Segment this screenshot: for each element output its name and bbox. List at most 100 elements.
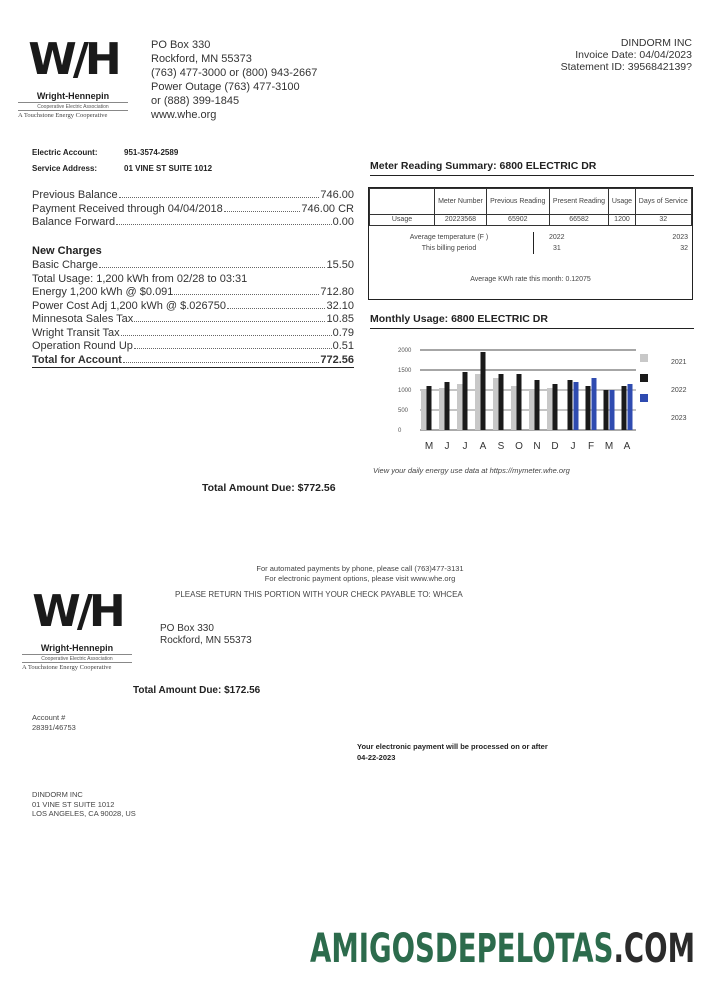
address-line: DINDORM INC: [32, 790, 83, 799]
line-value: 0.51: [332, 340, 354, 352]
logo-sub: Cooperative Electric Association: [22, 654, 132, 663]
company-logo: W/H Wright-Hennepin Cooperative Electric…: [18, 30, 138, 121]
line-label: Energy 1,200 kWh @ $0.091: [32, 286, 174, 298]
legend-swatch: [640, 354, 648, 362]
legend-swatch: [640, 374, 648, 382]
bar-2023: [627, 384, 633, 430]
balance-section: Previous Balance 746.00 Payment Received t…: [32, 189, 354, 230]
dot-leader: [116, 216, 332, 225]
electric-account-value: 951-3574-2589: [124, 148, 179, 157]
bar-2022: [444, 382, 450, 430]
dot-leader: [99, 259, 326, 268]
address-line: (763) 477-3000 or (800) 943-2667: [151, 67, 318, 79]
line-label: Payment Received through 04/04/2018: [32, 202, 223, 215]
watermark: AMIGOSDEPELOTAS.COM: [310, 926, 695, 970]
y-tick-label: 1500: [398, 368, 412, 374]
bar-2022: [534, 380, 540, 430]
charge-line: Payment Received through 04/04/2018 746.0…: [32, 203, 354, 217]
account-info: Electric Account: 951-3574-2589 Service A…: [32, 145, 212, 177]
dot-leader: [118, 189, 320, 198]
line-value: 0.79: [332, 326, 354, 339]
th: Meter Number: [434, 188, 487, 215]
line-label: Wright Transit Tax: [32, 326, 120, 339]
line-label: Minnesota Sales Tax: [32, 313, 134, 325]
line-value: 0.00: [332, 216, 354, 228]
th: [369, 188, 435, 215]
watermark-text: AMIGOSDEPELOTAS.COM: [310, 926, 695, 970]
dot-leader: [174, 286, 320, 295]
bar-2021: [439, 388, 447, 430]
line-value: 32.10: [326, 299, 354, 312]
electric-account-label: Electric Account:: [32, 148, 98, 157]
th: Present Reading: [548, 188, 610, 215]
dot-leader: [223, 203, 301, 212]
chart-note: View your daily energy use data at https…: [373, 466, 570, 475]
total-amount-due: Total Amount Due: $772.56: [202, 482, 336, 494]
bar-2022: [498, 374, 504, 430]
bar-2023: [609, 390, 615, 430]
new-charges-title: New Charges: [32, 245, 102, 257]
bar-2022: [585, 386, 591, 430]
logo-mark: W/H: [28, 34, 121, 85]
address-line: Rockford, MN 55373: [151, 53, 252, 65]
legend-label: 2021: [671, 359, 687, 366]
meter-table: Meter Number Previous Reading Present Re…: [369, 188, 693, 226]
bar-2021: [511, 386, 519, 430]
line-label: Operation Round Up: [32, 340, 133, 352]
remit-total-due: Total Amount Due: $172.56: [133, 685, 261, 696]
temp-label: Average temperature (F ): [409, 234, 489, 241]
line-value: 15.50: [326, 259, 354, 271]
year-2: 2023: [672, 234, 688, 241]
dot-leader: [227, 300, 326, 309]
logo-tag: A Touchstone Energy Cooperative: [22, 664, 112, 671]
bar-2021: [457, 384, 465, 430]
address-line: PO Box 330: [151, 39, 211, 51]
meter-title: Meter Reading Summary: 6800 ELECTRIC DR: [370, 160, 694, 176]
period-label: This billing period: [421, 245, 477, 252]
x-tick-label: N: [533, 441, 540, 452]
line-label: Balance Forward: [32, 216, 116, 228]
charge-line: Wright Transit Tax 0.79: [32, 327, 354, 341]
dot-leader: [122, 354, 320, 363]
customer-name: DINDORM INC: [620, 37, 692, 49]
logo-name: Wright-Hennepin: [40, 643, 114, 653]
charge-line: Total Usage: 1,200 kWh from 02/28 to 03:…: [32, 273, 354, 287]
td: 1200: [608, 214, 636, 226]
account-label: Account #: [32, 713, 66, 722]
x-tick-label: J: [445, 441, 450, 452]
remit-account: Account # 28391/46753: [32, 713, 76, 733]
web-instruction: For electronic payment options, please v…: [264, 574, 456, 583]
charge-line: Previous Balance 746.00: [32, 189, 354, 203]
invoice-date: Invoice Date: 04/04/2023: [575, 49, 692, 61]
th: Days of Service: [634, 188, 693, 215]
th: Previous Reading: [485, 188, 550, 215]
statement-info: DINDORM INC Invoice Date: 04/04/2023 Sta…: [561, 37, 692, 73]
website-link[interactable]: www.whe.org: [151, 109, 217, 121]
return-instruction: PLEASE RETURN THIS PORTION WITH YOUR CHE…: [175, 590, 463, 599]
x-tick-label: A: [480, 441, 487, 452]
charge-line: Balance Forward 0.00: [32, 216, 354, 230]
year-1: 2022: [549, 234, 565, 241]
total-line: Total for Account 772.56: [32, 354, 354, 368]
legend-swatch: [640, 394, 648, 402]
dot-leader: [120, 327, 332, 336]
address-line: or (888) 399-1845: [151, 95, 240, 107]
td: Usage: [369, 214, 435, 226]
line-value: 746.00: [320, 189, 354, 201]
x-tick-label: D: [551, 441, 558, 452]
charge-line: Minnesota Sales Tax 10.85: [32, 313, 354, 327]
bar-2022: [621, 386, 627, 430]
x-tick-label: A: [624, 441, 631, 452]
chart-title: Monthly Usage: 6800 ELECTRIC DR: [370, 313, 694, 329]
service-address-value: 01 VINE ST SUITE 1012: [124, 164, 213, 173]
address-line: 01 VINE ST SUITE 1012: [32, 799, 115, 809]
line-label: Previous Balance: [32, 189, 118, 201]
watermark-suffix: .COM: [613, 926, 695, 970]
address-line: Power Outage (763) 477-3100: [151, 81, 300, 93]
th: Usage: [608, 188, 636, 215]
line-value: 10.85: [326, 313, 354, 325]
address-line: Rockford, MN 55373: [160, 635, 252, 646]
logo-sub: Cooperative Electric Association: [18, 102, 128, 111]
bar-2021: [475, 374, 483, 430]
